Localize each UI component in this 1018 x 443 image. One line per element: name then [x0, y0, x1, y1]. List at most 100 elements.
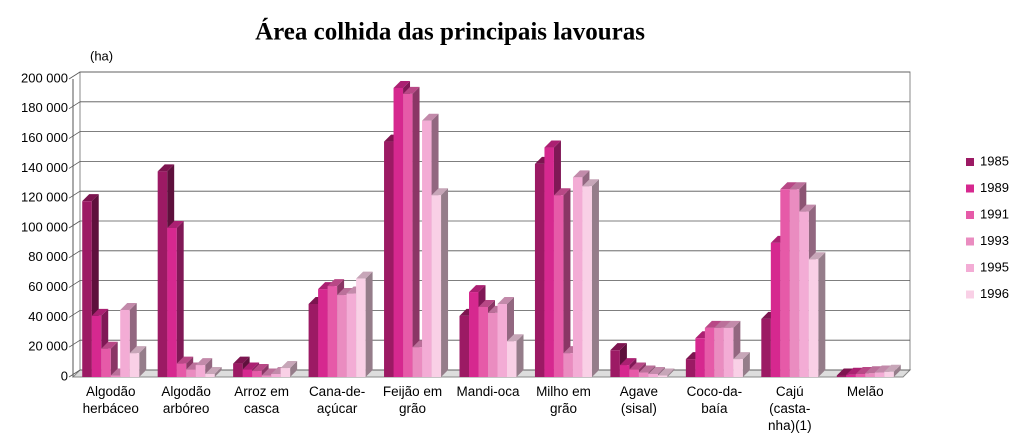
bar-front — [412, 347, 423, 377]
bar-front — [271, 374, 281, 377]
bar — [101, 341, 118, 377]
bar-front — [110, 375, 121, 377]
bar-top — [129, 346, 147, 354]
bar-top — [629, 362, 646, 370]
bar-front — [761, 318, 771, 377]
legend-label: 1989 — [980, 180, 1009, 195]
bar-side — [818, 252, 826, 377]
bar — [403, 86, 420, 378]
legend-label: 1991 — [980, 206, 1009, 221]
bar-top — [619, 358, 637, 366]
bar-front — [846, 374, 856, 377]
bar-top — [431, 188, 449, 196]
bar-top — [865, 366, 882, 374]
bar-front — [176, 363, 187, 377]
x-tick-label: Algodão arbóreo — [161, 384, 211, 416]
bar-front — [582, 186, 592, 377]
bar-front — [799, 211, 809, 377]
bar-top — [261, 368, 279, 376]
tick-mark — [68, 71, 81, 80]
bar-front — [91, 315, 102, 377]
bar-top — [469, 285, 486, 293]
bar-front — [469, 292, 479, 377]
bar-front — [685, 359, 696, 377]
bar-front — [403, 93, 413, 378]
bar-front — [327, 286, 338, 377]
bar-front — [657, 375, 668, 377]
bar-side — [139, 346, 147, 377]
bar-top — [638, 365, 656, 373]
tick-mark — [68, 339, 81, 348]
bar-front — [619, 365, 630, 377]
bar-front — [733, 359, 743, 377]
bar-top — [648, 367, 665, 375]
bar-side — [591, 179, 599, 377]
bar-top — [884, 364, 901, 372]
bar-top — [836, 368, 854, 376]
tick-mark — [68, 190, 81, 199]
bar-front — [723, 327, 734, 377]
bar — [507, 334, 524, 377]
bar — [582, 179, 599, 377]
bar-top — [233, 356, 250, 364]
bar — [280, 361, 298, 377]
legend-swatch — [966, 184, 974, 193]
bar-top — [657, 368, 675, 376]
bar-front — [544, 147, 554, 377]
bar-front — [534, 163, 545, 377]
legend-label: 1995 — [980, 259, 1009, 274]
bar-top — [337, 288, 354, 296]
tick-mark — [68, 161, 81, 169]
bar-top — [478, 299, 495, 307]
bar-top — [280, 361, 298, 369]
bar-front — [393, 87, 404, 377]
bar-side — [563, 188, 571, 377]
bar-front — [865, 373, 875, 377]
bar-top — [723, 320, 741, 328]
legend-swatch — [966, 211, 974, 219]
bar-top — [610, 343, 627, 351]
bar — [657, 368, 675, 377]
bar-top — [582, 179, 599, 187]
bar-top — [799, 204, 816, 212]
bar-front — [497, 303, 507, 377]
y-tick-label: 0 — [61, 368, 68, 383]
bar-top — [572, 170, 590, 178]
bar-front — [167, 228, 177, 377]
bar-top — [507, 334, 524, 342]
bar-top — [808, 252, 826, 260]
bar-top — [356, 271, 373, 279]
bar — [808, 252, 826, 377]
bar-side — [412, 86, 420, 378]
bar-side — [893, 364, 901, 377]
tick-mark — [68, 220, 81, 229]
bar-front — [261, 375, 272, 377]
bar-front — [563, 353, 573, 377]
x-tick-label: Algodão herbáceo — [82, 384, 139, 416]
bar-side — [742, 352, 750, 377]
bar-front — [384, 141, 394, 377]
bar-front — [808, 259, 819, 377]
y-tick-label: 180 000 — [21, 100, 68, 115]
bar — [356, 271, 373, 377]
x-tick-label: Arroz em casca — [234, 384, 289, 416]
bar-top — [422, 113, 439, 121]
x-tick-label: Melão — [846, 384, 884, 399]
bar-front — [186, 369, 196, 377]
legend-swatch — [966, 264, 974, 272]
bar-front — [252, 371, 262, 377]
bar-front — [280, 368, 291, 377]
bar-top — [101, 341, 118, 349]
bar-front — [205, 374, 215, 377]
bar-front — [836, 375, 847, 377]
bar-top — [733, 352, 750, 360]
bar-top — [252, 364, 269, 372]
bar-front — [780, 189, 790, 377]
y-tick-label: 200 000 — [21, 70, 68, 85]
bar-top — [82, 194, 99, 202]
y-tick-label: 140 000 — [21, 160, 68, 175]
bar-front — [770, 242, 781, 377]
bar — [553, 188, 571, 377]
tick-mark — [68, 280, 81, 288]
bar-front — [431, 195, 442, 377]
